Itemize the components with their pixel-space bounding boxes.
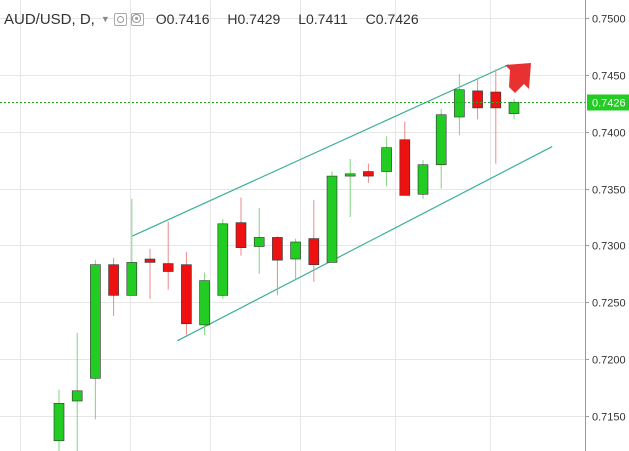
candle-up [381, 136, 392, 187]
channel-lines[interactable] [131, 64, 553, 342]
candle-body [181, 264, 192, 325]
candle-up [126, 198, 138, 296]
candle-down [108, 257, 119, 316]
symbol-legend: AUD/USD, D, ▼ O0.7416 H0.7429 L0.7411 C0… [4, 9, 433, 29]
price-axis[interactable]: 0.7500 0.7450 0.7400 0.7350 0.7300 0.7250 0.72… [585, 0, 629, 451]
candlesticks [53, 69, 520, 451]
candle-body [344, 173, 356, 177]
channel-lower-line[interactable] [177, 146, 553, 342]
candle-body [435, 114, 447, 166]
candle-body [90, 264, 101, 379]
candle-body [253, 237, 265, 247]
axis-tick-label: 0.7400 [592, 128, 626, 140]
gear-icon[interactable] [130, 12, 144, 26]
close-value: C0.7426 [365, 11, 419, 27]
candle-body [363, 171, 374, 177]
candle-down [162, 221, 174, 290]
candle-up [435, 109, 447, 189]
axis-tick-label: 0.7150 [592, 412, 626, 424]
candle-body [290, 241, 301, 260]
candle-down [490, 69, 502, 164]
candle-body [71, 390, 83, 402]
candle-body [144, 258, 156, 263]
eye-icon[interactable] [113, 12, 127, 26]
axis-tick-label: 0.7300 [592, 241, 626, 253]
grid [0, 0, 585, 451]
candle-body [272, 237, 283, 261]
candle-down [399, 121, 411, 196]
candle-down [308, 199, 320, 282]
candle-down [363, 163, 374, 183]
axis-tick-label: 0.7200 [592, 355, 626, 367]
candle-up [199, 272, 210, 336]
candle-up [90, 260, 101, 420]
candle-body [199, 280, 210, 326]
chevron-down-icon[interactable]: ▼ [100, 14, 110, 24]
up-arrow-shape [505, 63, 531, 93]
low-value: L0.7411 [298, 11, 348, 27]
axis-tick-label: 0.7350 [592, 185, 626, 197]
candle-body [217, 223, 229, 296]
ohlc-values: O0.7416 H0.7429 L0.7411 C0.7426 [156, 11, 433, 27]
candle-body [308, 238, 320, 265]
candle-up [508, 98, 520, 120]
candle-body [417, 164, 429, 195]
candle-body [381, 147, 392, 172]
candle-body [53, 402, 65, 442]
candle-body [490, 91, 502, 109]
open-value: O0.7416 [155, 11, 210, 27]
candle-down [144, 248, 156, 299]
candle-down [472, 79, 483, 120]
candle-up [53, 389, 65, 451]
candle-body [472, 90, 483, 109]
candle-up [344, 159, 356, 217]
up-arrow-icon [505, 63, 531, 93]
candle-body [399, 139, 411, 196]
candle-body [326, 175, 338, 263]
candle-up [417, 160, 429, 199]
candle-up [290, 238, 301, 280]
channel-upper-line[interactable] [131, 64, 509, 237]
candle-body [454, 89, 465, 118]
candle-down [235, 197, 247, 256]
last-price-label: 0.7426 [592, 98, 626, 110]
candle-up [253, 207, 265, 274]
candle-down [272, 236, 283, 296]
candle-up [326, 171, 338, 263]
high-value: H0.7429 [227, 11, 281, 27]
candle-down [181, 252, 192, 336]
axis-tick-label: 0.7250 [592, 298, 626, 310]
candle-body [508, 101, 520, 114]
candle-up [454, 73, 465, 136]
candle-body [235, 222, 247, 248]
symbol-label: AUD/USD, D, [4, 10, 95, 28]
candle-up [71, 332, 83, 451]
candle-up [217, 219, 229, 299]
axis-tick-label: 0.7450 [592, 71, 626, 83]
candle-body [162, 263, 174, 272]
candle-body [126, 262, 138, 296]
last-price-tag [587, 94, 629, 111]
axis-tick-label: 0.7500 [592, 14, 626, 26]
candle-body [108, 264, 119, 296]
